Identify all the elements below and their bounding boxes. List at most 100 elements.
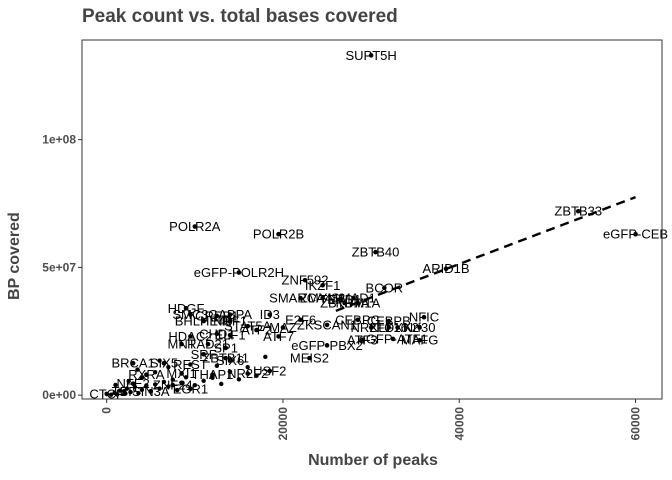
data-point — [183, 305, 189, 311]
data-point — [205, 341, 211, 347]
data-point — [214, 331, 220, 337]
point-label: MXI1 — [166, 366, 196, 381]
point-label: NFIC — [409, 310, 439, 325]
point-label: IKZF1 — [305, 278, 340, 293]
x-tick-label: 40000 — [452, 407, 466, 441]
data-point — [166, 384, 171, 389]
point-label: SUPT5H — [345, 48, 396, 63]
data-point — [417, 325, 422, 330]
data-point — [263, 354, 268, 360]
data-point — [170, 377, 175, 382]
data-point — [188, 362, 193, 367]
data-point — [390, 336, 396, 342]
data-point — [633, 231, 638, 237]
x-tick-label: 60000 — [629, 407, 643, 441]
data-point — [157, 386, 162, 391]
point-label: BHLHE40 — [175, 314, 233, 329]
point-label: THAP1 — [192, 367, 234, 382]
data-point — [351, 295, 356, 301]
data-point — [395, 325, 400, 330]
data-point — [236, 377, 242, 382]
data-point — [201, 378, 206, 384]
point-label: EGR1 — [173, 381, 208, 396]
data-point — [179, 380, 184, 386]
x-tick-label: 20000 — [276, 407, 290, 441]
point-label: MNT — [168, 337, 196, 352]
data-point — [320, 282, 325, 288]
data-point — [161, 379, 167, 385]
point-label: eGFP-CEB — [603, 227, 668, 242]
data-point — [575, 208, 581, 214]
data-point — [152, 369, 158, 375]
data-point — [108, 392, 114, 397]
data-point — [124, 386, 130, 391]
data-point — [360, 337, 365, 343]
point-label: NR2F1 — [351, 320, 392, 335]
y-tick-label: 5e+07 — [42, 260, 76, 274]
point-label: RAD21 — [187, 337, 229, 352]
data-point — [302, 277, 308, 283]
data-point — [210, 372, 215, 378]
data-point — [139, 375, 145, 380]
point-label: USF2 — [253, 363, 286, 378]
point-label: NFE2 — [117, 376, 150, 391]
point-label: NRF1 — [213, 314, 247, 329]
data-point — [122, 389, 127, 394]
data-point — [174, 387, 180, 393]
data-point — [136, 390, 141, 396]
point-label: POLR2B — [253, 227, 304, 242]
data-point — [192, 224, 198, 229]
data-point — [276, 334, 281, 339]
y-axis: 0e+00 5e+07 1e+08 — [42, 133, 82, 402]
point-label: SP1 — [213, 340, 238, 355]
data-point — [236, 270, 242, 275]
point-label: ATF3 — [347, 333, 378, 348]
data-point — [267, 312, 273, 317]
point-label: HDAC2 — [168, 329, 212, 344]
data-point — [382, 285, 387, 291]
data-point — [320, 295, 325, 301]
data-point — [130, 381, 136, 386]
data-point — [132, 384, 138, 390]
point-label: ATF2 — [241, 323, 272, 338]
data-point — [245, 323, 251, 329]
data-point — [188, 334, 193, 339]
point-label: ID3 — [260, 307, 280, 322]
data-point — [386, 318, 392, 324]
data-point — [183, 375, 189, 380]
point-label: ZBTB7A — [320, 296, 369, 311]
labeled-points — [104, 53, 638, 397]
data-point — [148, 389, 154, 394]
point-label: CHD1 — [199, 326, 234, 341]
data-point — [170, 382, 176, 388]
point-label: SRF — [191, 347, 217, 362]
data-point — [245, 371, 251, 376]
data-point — [214, 313, 220, 319]
data-point — [276, 231, 281, 237]
data-point — [201, 351, 206, 357]
point-label: SIN3A — [132, 384, 170, 399]
point-label: CEBPB — [367, 314, 411, 329]
data-point — [188, 312, 193, 317]
data-point — [227, 318, 233, 324]
data-point — [307, 355, 312, 361]
data-point — [179, 341, 184, 347]
data-point — [373, 249, 378, 255]
point-label: BCOR — [366, 280, 404, 295]
data-point — [135, 367, 140, 372]
data-point — [298, 317, 303, 323]
point-label: STAT5A — [224, 319, 272, 334]
point-label: BRCA1 — [111, 356, 154, 371]
point-label: ZBTB33 — [554, 204, 602, 219]
data-point — [188, 386, 193, 392]
data-point — [254, 373, 259, 378]
data-point — [421, 314, 427, 320]
plot-panel-border — [81, 39, 663, 400]
data-point — [214, 363, 220, 368]
x-axis-title: Number of peaks — [308, 452, 438, 469]
point-label: MAZ — [269, 320, 297, 335]
point-label: RXRA — [128, 367, 164, 382]
point-label: CREB1 — [195, 308, 238, 323]
